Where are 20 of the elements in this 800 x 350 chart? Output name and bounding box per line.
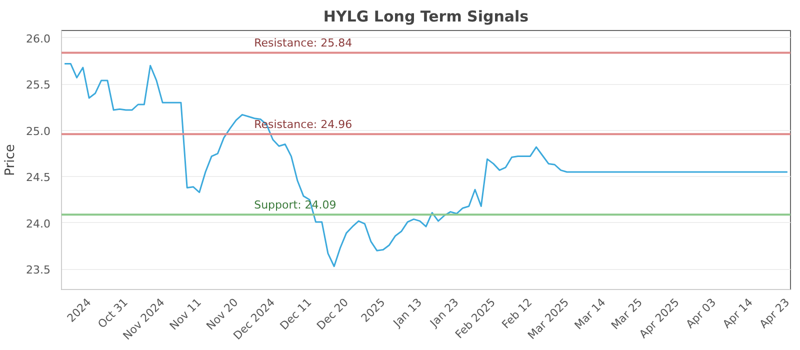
line-series (64, 63, 788, 268)
x-tick-label: Dec 20 (314, 296, 351, 333)
x-tick-label: Dec 11 (278, 296, 314, 333)
chart-title: HYLG Long Term Signals (323, 8, 529, 26)
ref-line-label: Resistance: 25.84 (254, 36, 352, 50)
x-tick-label: Jan 13 (390, 296, 424, 330)
x-tick-label: Apr 23 (757, 296, 792, 331)
y-tick-label: 26.0 (26, 32, 51, 46)
x-tick-label: Oct 31 (95, 296, 130, 331)
x-tick-label: Jan 23 (426, 296, 462, 330)
y-tick-label: 24.0 (26, 217, 51, 230)
y-tick-label: 23.5 (26, 264, 51, 277)
x-tick-label: Mar 14 (572, 296, 608, 332)
x-tick-label: Apr 14 (720, 296, 756, 331)
x-tick-label: Nov 11 (167, 296, 204, 333)
y-axis-title: Price (3, 144, 18, 176)
y-tick-label: 24.5 (26, 171, 51, 184)
x-tick-label: Apr 03 (684, 296, 719, 331)
y-tick-label: 25.0 (26, 124, 51, 138)
y-tick-label: 25.5 (26, 78, 51, 92)
